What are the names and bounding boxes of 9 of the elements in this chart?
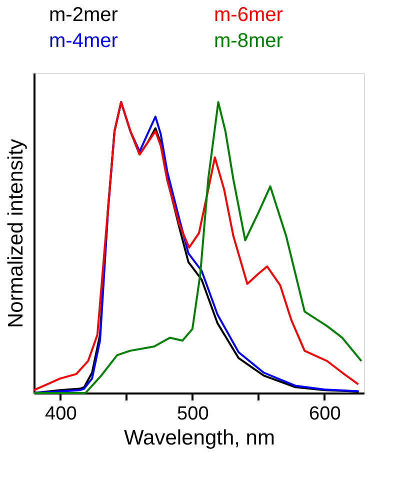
text: m-4mer (49, 30, 118, 52)
x-tick-label: 400 (45, 404, 77, 424)
x-tick-label: 600 (309, 404, 341, 424)
text: m-2mer (49, 4, 118, 26)
y-axis-title: Normalized intensity (4, 138, 28, 328)
x-axis-title: Wavelength, nm (124, 426, 275, 450)
text: m-8mer (214, 30, 284, 52)
text: m-6mer (214, 4, 284, 26)
x-tick-label: 500 (177, 404, 209, 424)
